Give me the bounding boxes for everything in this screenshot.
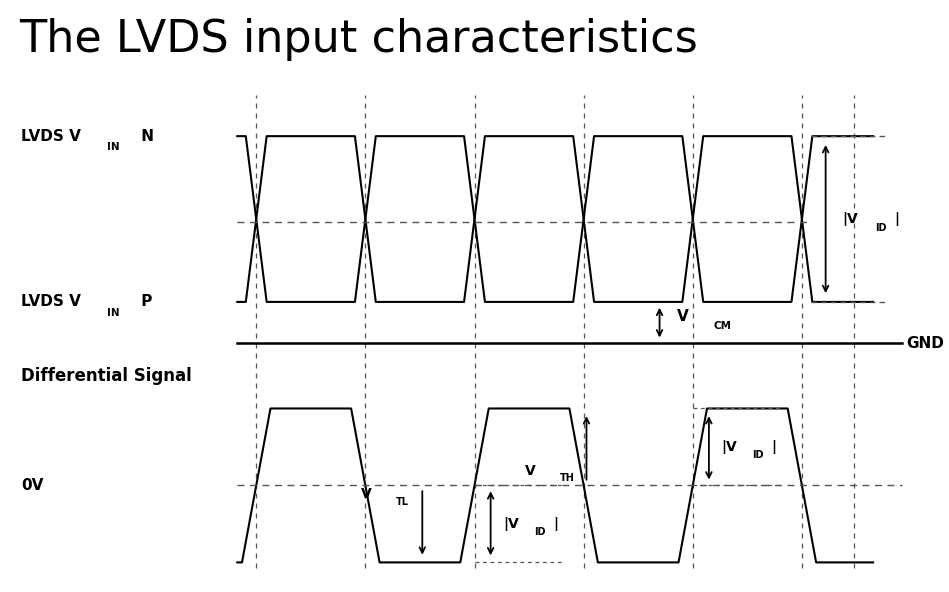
Text: CM: CM [714,321,732,330]
Text: TH: TH [560,474,575,483]
Text: TL: TL [396,497,409,507]
Text: P: P [136,294,152,310]
Text: LVDS V: LVDS V [21,128,81,144]
Text: 0V: 0V [21,478,44,493]
Text: |V: |V [843,212,859,226]
Text: |: | [772,440,776,454]
Text: ID: ID [534,527,546,536]
Text: GND: GND [906,336,944,351]
Text: V: V [677,309,688,324]
Text: Differential Signal: Differential Signal [21,367,192,385]
Text: |: | [553,517,558,531]
Text: LVDS V: LVDS V [21,294,81,310]
Text: IN: IN [107,308,120,317]
Text: N: N [136,128,154,144]
Text: |: | [894,212,899,226]
Text: |V: |V [503,517,519,531]
Text: The LVDS input characteristics: The LVDS input characteristics [19,18,698,61]
Text: ID: ID [753,450,764,459]
Text: V: V [361,487,371,501]
Text: IN: IN [107,142,120,152]
Text: V: V [525,464,535,478]
Text: ID: ID [875,223,886,233]
Text: |V: |V [721,440,737,454]
